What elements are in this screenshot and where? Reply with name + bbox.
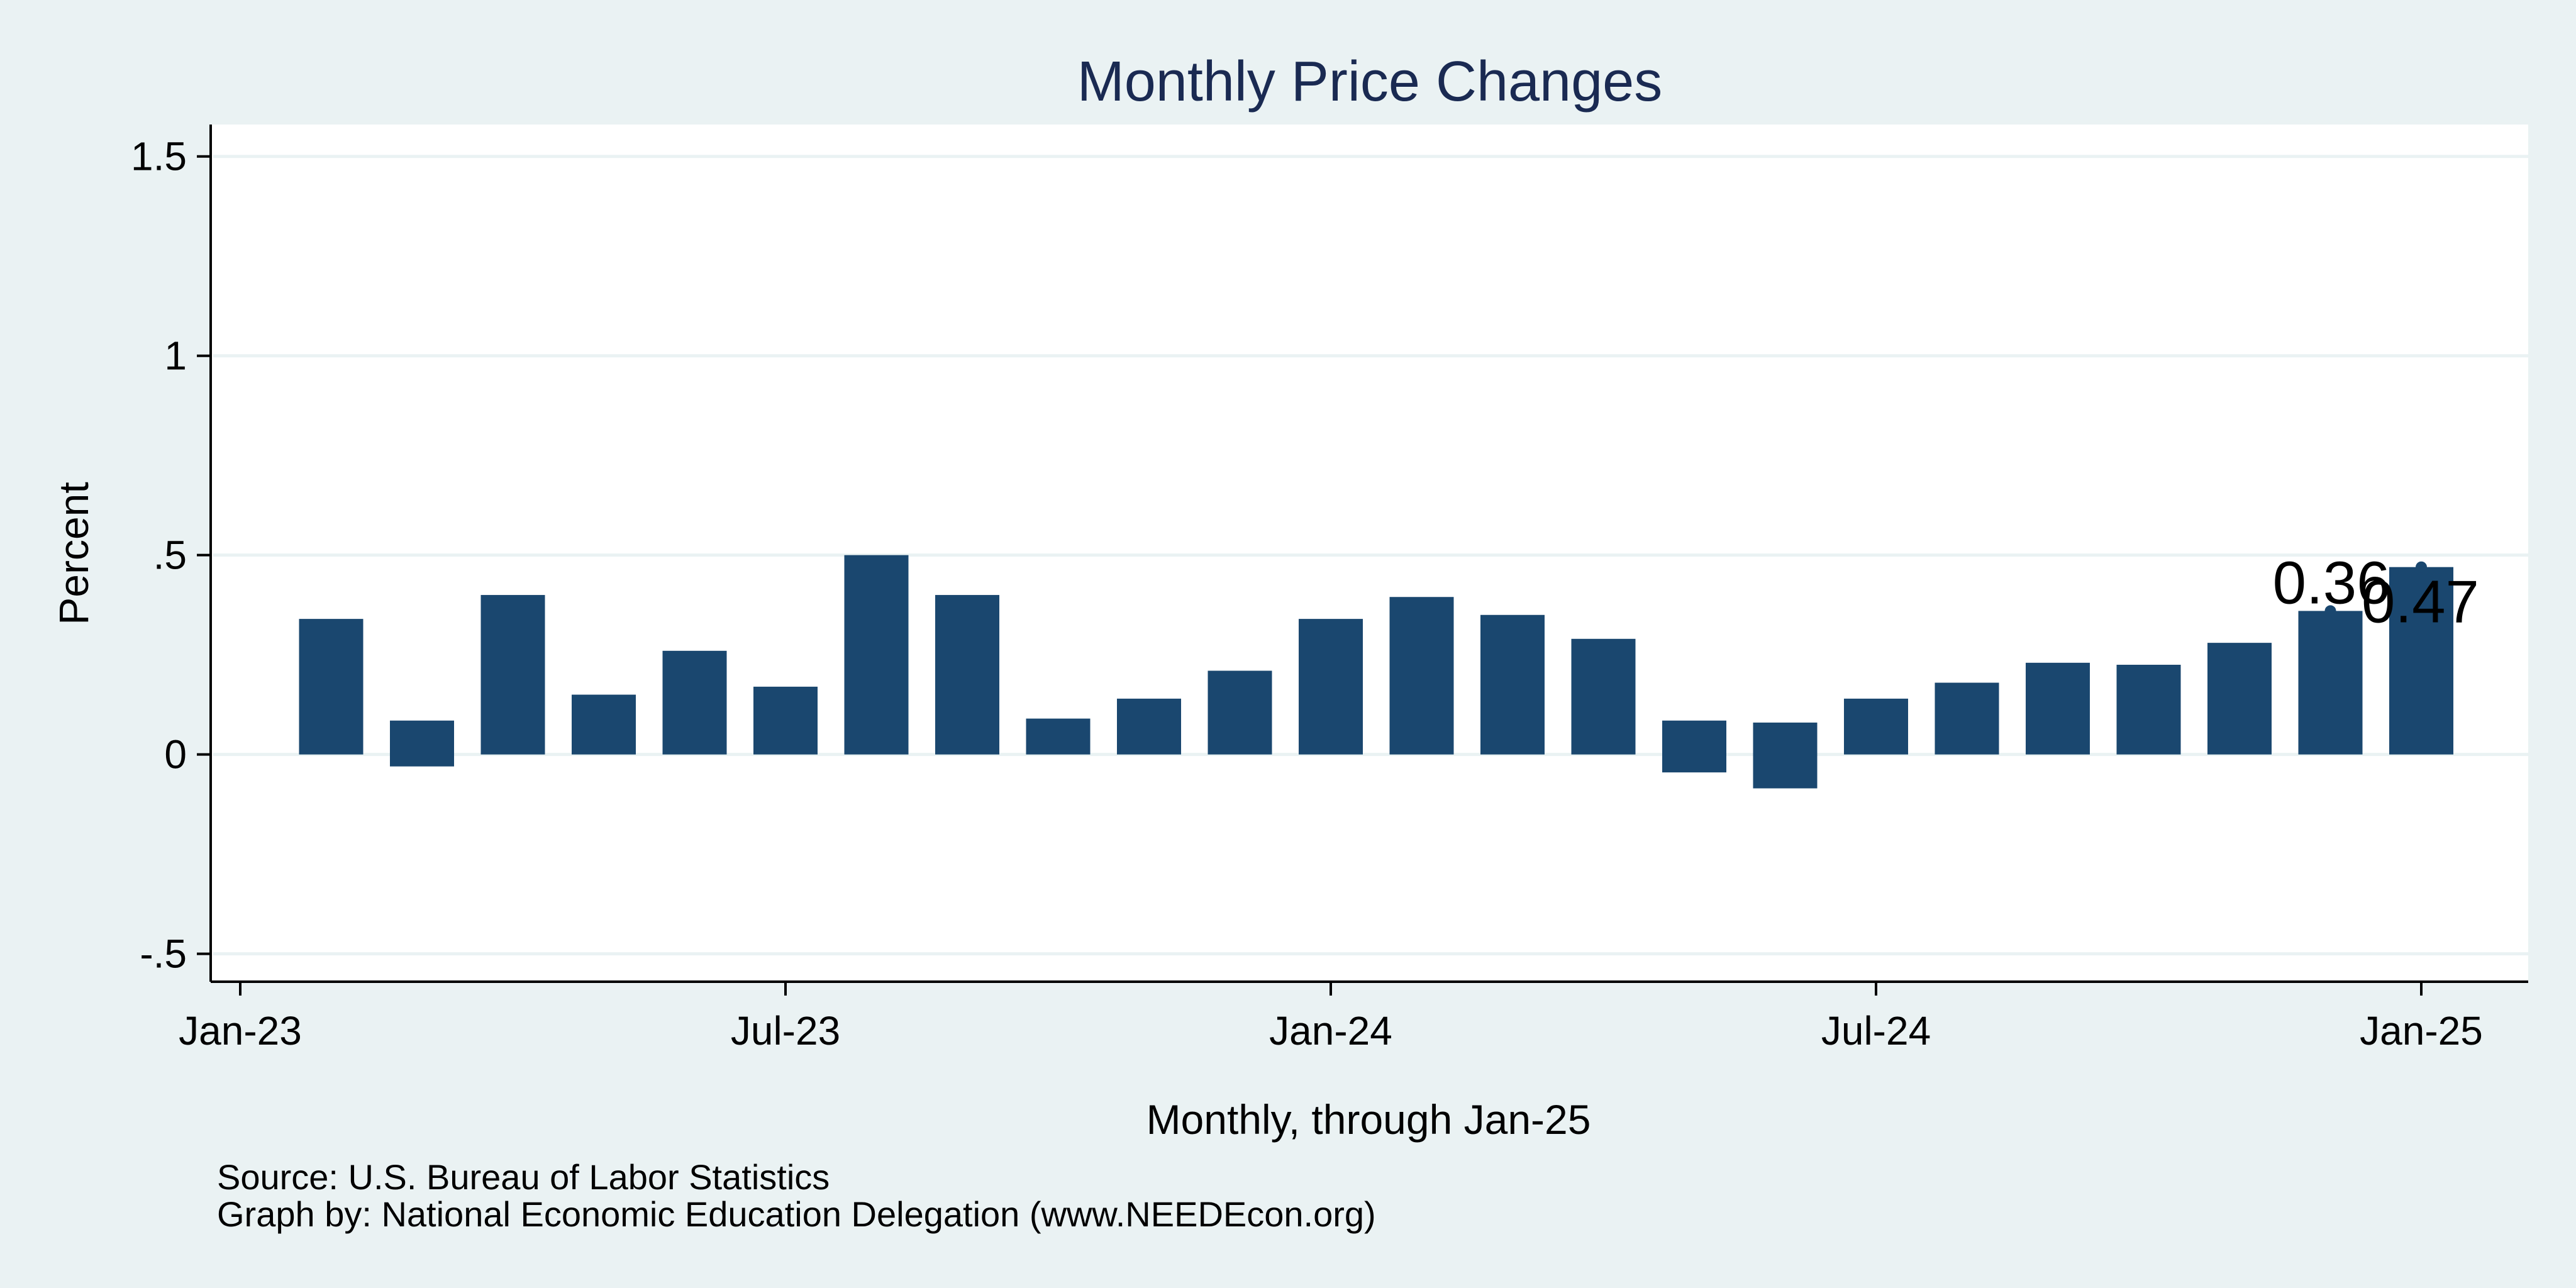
y-tick-label: .5 (153, 533, 187, 578)
y-axis-title: Percent (50, 482, 97, 625)
bar (844, 555, 909, 755)
annotations: 0.360.47 (2273, 549, 2479, 635)
plot-area (211, 125, 2528, 982)
x-tick-label: Jul-24 (1821, 1008, 1931, 1053)
bar (1117, 698, 1181, 755)
x-tick-label: Jan-24 (1269, 1008, 1392, 1053)
credit-note: Graph by: National Economic Education De… (217, 1194, 1376, 1234)
y-tick-label: 1.5 (131, 134, 187, 179)
bar (1753, 722, 1818, 789)
y-tick-label: 1 (164, 333, 187, 379)
bar (1571, 638, 1636, 755)
y-tick-label: -.5 (140, 931, 187, 977)
bar (1662, 720, 1726, 773)
x-tick-label: Jan-23 (179, 1008, 302, 1053)
bar (2026, 662, 2090, 755)
data-label-marker (2324, 605, 2336, 617)
bar (2389, 567, 2453, 755)
data-label-marker (2416, 561, 2427, 573)
bar (572, 694, 636, 755)
bar (2116, 665, 2181, 755)
bar (1026, 718, 1091, 755)
bar (1299, 619, 1363, 755)
bar (935, 595, 999, 755)
bar (1208, 670, 1272, 755)
bar (299, 619, 364, 755)
x-tick-label: Jul-23 (731, 1008, 840, 1053)
y-axis-ticks: -.5 0 .5 1 1.5 (131, 134, 211, 977)
bar (1844, 698, 1908, 755)
data-label: 0.36 (2273, 549, 2390, 616)
data-label: 0.47 (2362, 569, 2479, 636)
x-axis-ticks: Jan-23 Jul-23 Jan-24 Jul-24 Jan-25 (179, 982, 2483, 1053)
bar (390, 720, 454, 767)
bar (1389, 597, 1454, 755)
bar (2298, 611, 2363, 755)
x-axis-title: Monthly, through Jan-25 (1146, 1096, 1591, 1143)
x-tick-label: Jan-25 (2360, 1008, 2483, 1053)
bar (1480, 614, 1545, 755)
y-tick-label: 0 (164, 732, 187, 777)
bar (1935, 682, 1999, 755)
source-note: Source: U.S. Bureau of Labor Statistics (217, 1157, 830, 1197)
bar (753, 686, 818, 755)
bar (480, 595, 545, 755)
bars (299, 555, 2453, 789)
bar (662, 650, 727, 755)
bar (2207, 643, 2272, 755)
chart-title: Monthly Price Changes (1077, 50, 1662, 113)
